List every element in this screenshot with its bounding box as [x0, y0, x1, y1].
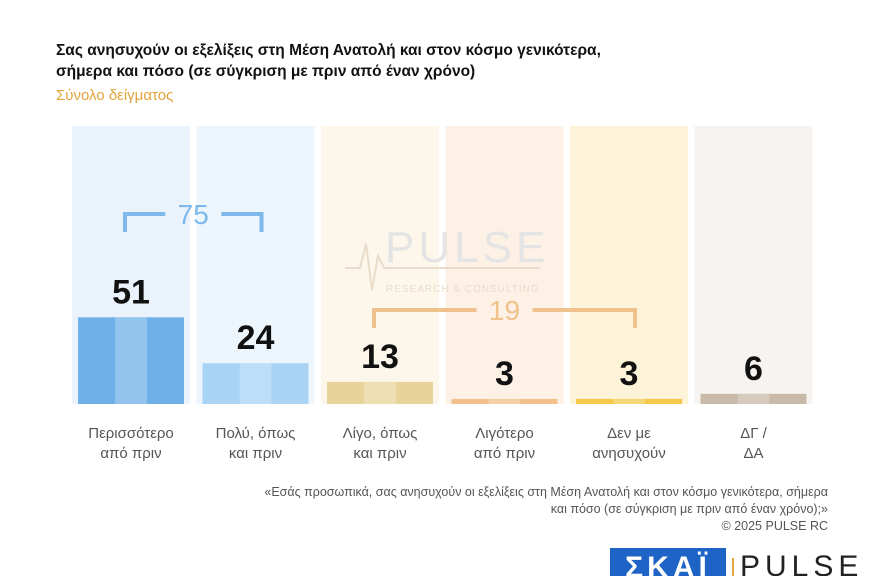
- footnote-line-2: και πόσο (σε σύγκριση με πριν από έναν χ…: [550, 502, 828, 516]
- logos: ΣΚΑΪ PULSE: [610, 548, 880, 576]
- copyright: © 2025 PULSE RC: [721, 519, 828, 533]
- column-background: [445, 126, 564, 404]
- group-total-label: 19: [489, 295, 520, 326]
- category-label: από πριν: [100, 445, 161, 462]
- column-background: [196, 126, 315, 404]
- bar: [700, 393, 807, 404]
- watermark-name: PULSE: [385, 223, 549, 272]
- column-background: [321, 126, 439, 404]
- chart-subtitle: Σύνολο δείγματος: [56, 87, 174, 104]
- category-label: Λίγο, όπως: [343, 425, 418, 442]
- group-bracket-left: [372, 308, 477, 328]
- group-total-label: 75: [178, 199, 209, 230]
- bar-highlight: [737, 393, 770, 404]
- pulse-logo: PULSE: [740, 550, 864, 576]
- bar-highlight: [364, 381, 396, 404]
- category-label: και πριν: [353, 445, 406, 462]
- bar: [327, 381, 433, 404]
- bar-chart: PULSE RESEARCH & CONSULTING 75 19 51 Περισ…: [72, 126, 813, 462]
- footnote-line-1: «Εσάς προσωπικά, σας ανησυχούν οι εξελίξ…: [264, 485, 828, 499]
- data-label: 24: [237, 319, 275, 357]
- bar-highlight: [239, 363, 272, 404]
- bar: [451, 398, 558, 404]
- bar: [202, 363, 309, 404]
- skai-logo: ΣΚΑΪ: [610, 548, 726, 576]
- bar: [78, 317, 184, 404]
- watermark-tagline: RESEARCH & CONSULTING: [386, 284, 540, 295]
- title-line-2: σήμερα και πόσο (σε σύγκριση με πριν από…: [56, 63, 476, 80]
- group-bracket-right: [532, 308, 637, 328]
- footnote: «Εσάς προσωπικά, σας ανησυχούν οι εξελίξ…: [128, 484, 828, 535]
- bar-highlight: [488, 398, 521, 404]
- bar: [576, 398, 682, 404]
- group-bracket-left: [123, 212, 166, 232]
- group-bracket-right: [221, 212, 264, 232]
- data-label: 13: [361, 338, 399, 376]
- category-label: από πριν: [474, 445, 535, 462]
- column-background: [694, 126, 813, 404]
- data-label: 51: [112, 273, 150, 311]
- category-label: ανησυχούν: [592, 445, 666, 462]
- data-label: 3: [620, 355, 639, 393]
- category-label: Περισσότερο: [88, 425, 174, 442]
- data-label: 3: [495, 355, 514, 393]
- category-label: Πολύ, όπως: [216, 425, 296, 442]
- pulse-watermark: PULSE RESEARCH & CONSULTING: [345, 223, 549, 295]
- category-label: Λιγότερο: [475, 425, 533, 442]
- category-label: και πριν: [229, 445, 282, 462]
- bar-highlight: [613, 398, 645, 404]
- title-line-1: Σας ανησυχούν οι εξελίξεις στη Μέση Ανατ…: [56, 42, 601, 59]
- category-label: Δεν με: [607, 425, 651, 442]
- watermark-pulse-line: [345, 243, 540, 291]
- chart-title: Σας ανησυχούν οι εξελίξεις στη Μέση Ανατ…: [56, 40, 756, 82]
- category-label: ΔΓ /: [740, 425, 767, 442]
- category-label: ΔΑ: [743, 445, 763, 462]
- bar-highlight: [115, 317, 147, 404]
- column-background: [570, 126, 688, 404]
- pulse-logo-mark: [732, 558, 740, 576]
- data-label: 6: [744, 350, 763, 388]
